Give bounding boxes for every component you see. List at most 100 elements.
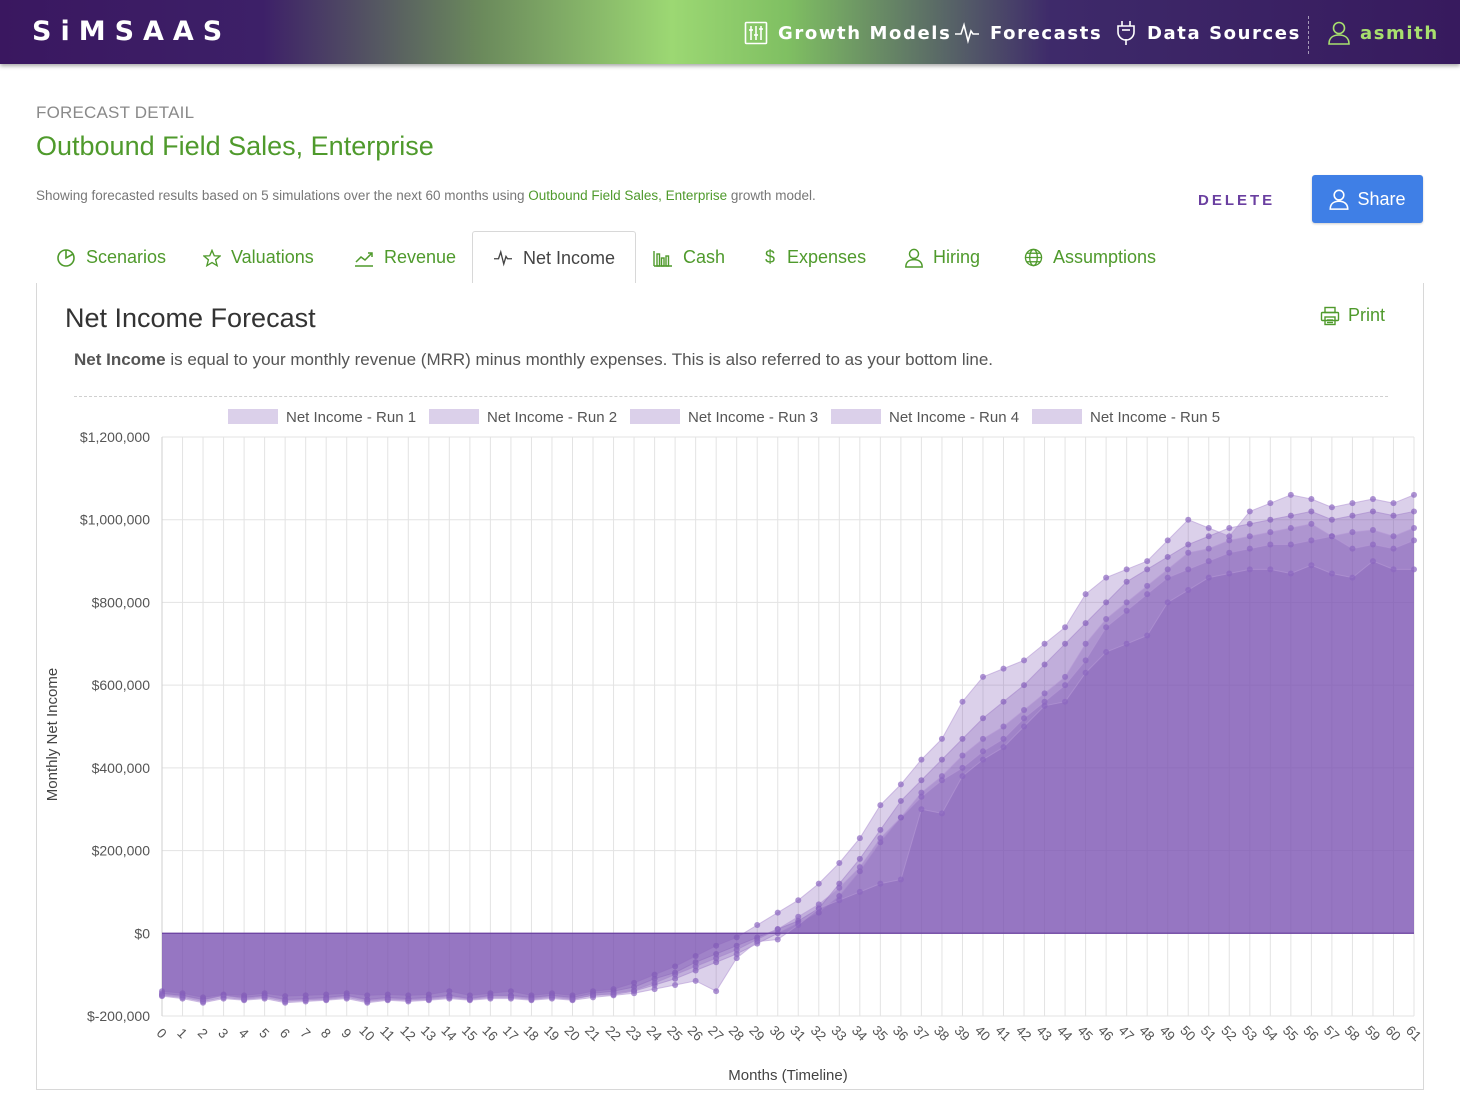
- legend-label: Net Income - Run 1: [286, 409, 416, 426]
- print-button[interactable]: Print: [1320, 305, 1385, 326]
- card-title: Net Income Forecast: [65, 303, 316, 333]
- tab-label: Assumptions: [1053, 247, 1157, 267]
- tab-assumptions[interactable]: Assumptions: [1004, 231, 1176, 284]
- print-label: Print: [1348, 305, 1386, 325]
- data-point: [754, 938, 761, 945]
- data-point: [1021, 682, 1028, 689]
- x-tick-label: 47: [1116, 1023, 1137, 1044]
- series-line-run-5: [161, 560, 1414, 1004]
- data-point: [1144, 632, 1151, 639]
- tab-label: Expenses: [787, 247, 867, 267]
- x-tick-label: 40: [972, 1023, 993, 1044]
- data-point: [1000, 744, 1007, 751]
- y-tick-label: $0: [134, 925, 150, 941]
- data-point: [938, 773, 945, 780]
- x-tick-label: 26: [685, 1023, 706, 1044]
- data-point: [179, 995, 186, 1002]
- tab-cash[interactable]: Cash: [633, 231, 745, 284]
- x-tick-label: 39: [951, 1023, 972, 1044]
- tab-scenarios[interactable]: Scenarios: [36, 231, 186, 284]
- data-point: [1267, 566, 1274, 573]
- data-point: [1062, 640, 1069, 647]
- data-point: [1308, 508, 1315, 515]
- bar-chart-icon: [653, 250, 672, 267]
- breadcrumb: FORECAST DETAIL: [36, 103, 195, 122]
- tab-label: Hiring: [933, 247, 981, 267]
- data-point: [405, 992, 412, 999]
- share-button[interactable]: Share: [1312, 175, 1423, 223]
- tab-expenses[interactable]: $ Expenses: [745, 231, 886, 284]
- data-point: [877, 802, 884, 809]
- x-tick-label: 61: [1403, 1023, 1423, 1044]
- data-point: [733, 934, 740, 941]
- data-point: [733, 946, 740, 953]
- data-point: [877, 835, 884, 842]
- globe-icon: [1024, 248, 1043, 267]
- data-point: [1390, 566, 1397, 573]
- data-point: [1390, 533, 1397, 540]
- tab-net-income[interactable]: Net Income: [472, 231, 637, 285]
- nav-data-sources[interactable]: Data Sources: [1115, 18, 1301, 48]
- x-tick-label: 18: [520, 1023, 541, 1044]
- legend-label: Net Income - Run 4: [889, 409, 1019, 426]
- tab-hiring[interactable]: Hiring: [885, 231, 1000, 284]
- y-tick-label: $1,200,000: [80, 429, 150, 445]
- data-point: [959, 764, 966, 771]
- tab-valuations[interactable]: Valuations: [183, 231, 334, 284]
- series-area-run-5: [162, 561, 1414, 1003]
- data-point: [938, 756, 945, 763]
- pulse-icon: [955, 22, 979, 45]
- nav-divider: [1308, 16, 1309, 54]
- x-tick-label: 6: [277, 1025, 293, 1041]
- nav-growth-models[interactable]: Growth Models: [744, 18, 951, 48]
- page-subtitle: Showing forecasted results based on 5 si…: [36, 188, 816, 203]
- data-point: [897, 781, 904, 788]
- legend-swatch: [228, 409, 278, 424]
- tab-revenue[interactable]: Revenue: [334, 231, 476, 284]
- data-point: [1328, 504, 1335, 511]
- data-point: [774, 936, 781, 943]
- x-tick-label: 57: [1321, 1023, 1342, 1044]
- x-tick-label: 45: [1075, 1023, 1096, 1044]
- data-point: [918, 756, 925, 763]
- data-point: [1103, 574, 1110, 581]
- data-point: [261, 995, 268, 1002]
- x-tick-label: 37: [910, 1023, 931, 1044]
- data-point: [1369, 527, 1376, 534]
- delete-button[interactable]: DELETE: [1198, 192, 1276, 209]
- data-point: [774, 909, 781, 916]
- data-point: [1185, 541, 1192, 548]
- data-point: [1041, 640, 1048, 647]
- tab-label: Net Income: [523, 247, 616, 268]
- legend-label: Net Income - Run 5: [1090, 409, 1220, 426]
- x-tick-label: 25: [664, 1023, 685, 1044]
- data-point: [1287, 491, 1294, 498]
- data-point: [795, 913, 802, 920]
- data-point: [1390, 500, 1397, 507]
- growth-model-link[interactable]: Outbound Field Sales, Enterprise: [528, 188, 728, 203]
- data-point: [1308, 537, 1315, 544]
- data-point: [159, 993, 165, 1000]
- card-description: Net Income is equal to your monthly reve…: [74, 350, 993, 370]
- data-point: [692, 977, 699, 984]
- data-point: [897, 814, 904, 821]
- data-point: [364, 999, 371, 1006]
- x-tick-label: 43: [1034, 1023, 1055, 1044]
- data-point: [897, 876, 904, 883]
- data-point: [1082, 620, 1089, 627]
- tab-label: Valuations: [231, 247, 314, 267]
- data-point: [918, 789, 925, 796]
- nav-forecasts[interactable]: Forecasts: [954, 18, 1102, 48]
- x-tick-label: 32: [808, 1023, 829, 1044]
- data-point: [1062, 673, 1069, 680]
- x-tick-label: 50: [1177, 1023, 1198, 1044]
- data-point: [343, 995, 350, 1002]
- app-logo[interactable]: SiMSAAS: [32, 16, 232, 47]
- y-tick-label: $-200,000: [87, 1008, 150, 1024]
- x-tick-label: 21: [582, 1023, 603, 1044]
- x-tick-label: 20: [562, 1023, 583, 1044]
- pie-icon: [57, 248, 75, 267]
- desc-text: is equal to your monthly revenue (MRR) m…: [165, 350, 994, 369]
- nav-user-menu[interactable]: asmith: [1328, 18, 1439, 48]
- data-point: [1123, 599, 1130, 606]
